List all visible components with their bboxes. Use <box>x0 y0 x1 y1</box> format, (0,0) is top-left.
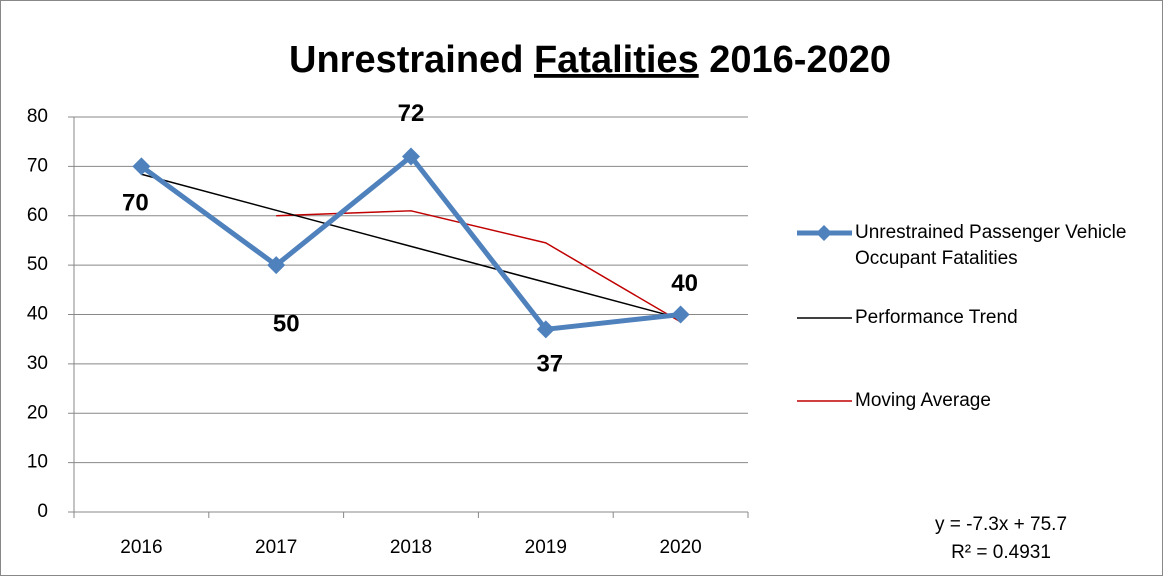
data-label: 72 <box>398 100 425 127</box>
title-part: 2016-2020 <box>709 39 891 81</box>
data-point <box>132 157 151 176</box>
chart-title: Unrestrained Fatalities 2016-2020 <box>289 39 891 81</box>
x-tick-label: 2019 <box>525 537 567 558</box>
legend-marker <box>816 225 832 241</box>
title-part: Fatalities <box>534 39 699 81</box>
series-line <box>141 173 681 320</box>
title-part: Unrestrained <box>289 39 523 81</box>
y-tick-label: 0 <box>37 501 48 522</box>
x-tick-label: 2018 <box>390 537 432 558</box>
data-label: 40 <box>671 270 698 297</box>
y-tick-label: 80 <box>27 106 48 127</box>
data-point <box>267 256 286 275</box>
data-point <box>536 320 555 339</box>
legend-label: Performance Trend <box>855 307 1018 328</box>
y-tick-label: 60 <box>27 205 48 226</box>
y-tick-label: 40 <box>27 304 48 325</box>
legend-label: Unrestrained Passenger Vehicle Occupant … <box>855 222 1127 269</box>
x-tick-label: 2016 <box>120 537 162 558</box>
trend-equation: y = -7.3x + 75.7 <box>935 514 1067 535</box>
trend-r-squared: R² = 0.4931 <box>951 542 1051 563</box>
y-tick-label: 10 <box>27 452 48 473</box>
data-label: 70 <box>122 190 149 217</box>
data-label: 50 <box>273 310 300 337</box>
y-tick-label: 20 <box>27 402 48 423</box>
data-label: 37 <box>536 351 563 378</box>
x-tick-label: 2017 <box>255 537 297 558</box>
legend-label: Moving Average <box>855 390 991 411</box>
y-tick-label: 70 <box>27 155 48 176</box>
y-tick-label: 50 <box>27 254 48 275</box>
data-point <box>671 305 690 324</box>
x-tick-label: 2020 <box>659 537 701 558</box>
data-point <box>402 147 420 166</box>
y-tick-label: 30 <box>27 353 48 374</box>
